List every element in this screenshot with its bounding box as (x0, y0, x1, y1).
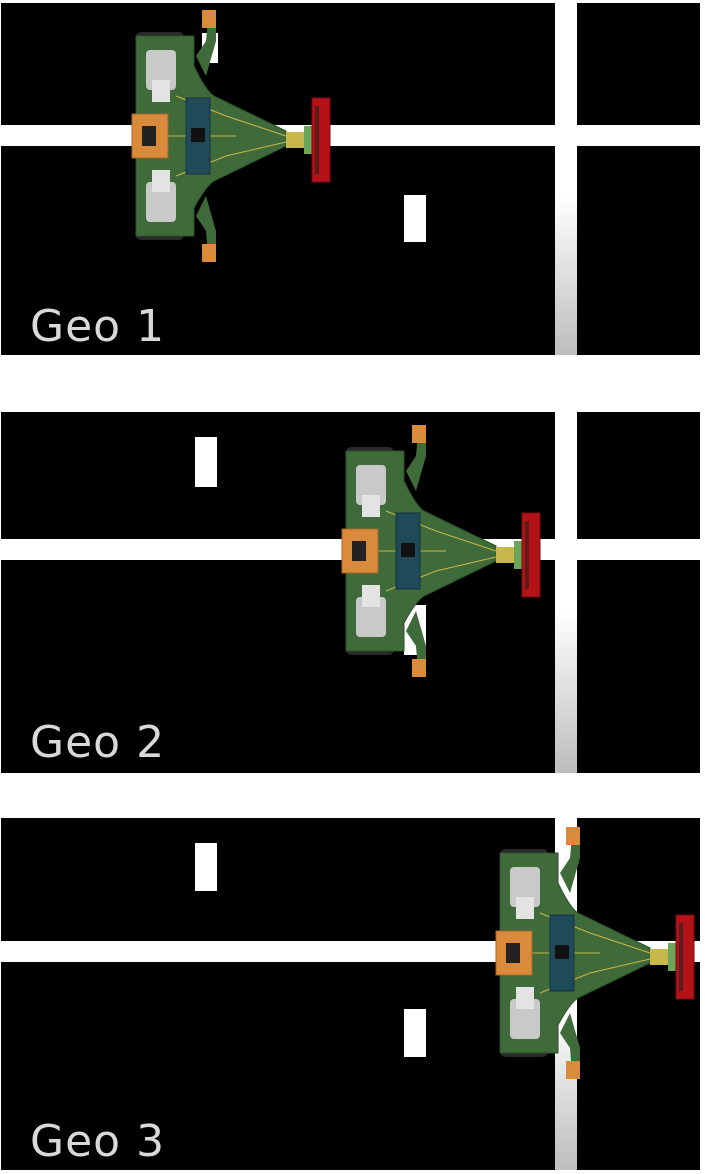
panel-label: Geo 1 (30, 301, 166, 352)
horizontal-line (1, 125, 700, 146)
geo-2-track (1, 412, 700, 773)
geo-3-panel: Geo 3 (0, 815, 705, 1174)
vertical-line (555, 412, 577, 773)
marker-block (195, 437, 217, 487)
geo-3-track (1, 818, 700, 1170)
marker-block (404, 195, 426, 242)
marker-block (195, 843, 217, 891)
geo-1-track (1, 3, 700, 355)
geo-1-panel: Geo 1 (0, 0, 705, 359)
panel-label: Geo 3 (30, 1116, 166, 1167)
vertical-line (555, 3, 577, 355)
marker-block (404, 1009, 426, 1057)
panel-label: Geo 2 (30, 717, 166, 768)
geo-2-panel: Geo 2 (0, 409, 705, 773)
